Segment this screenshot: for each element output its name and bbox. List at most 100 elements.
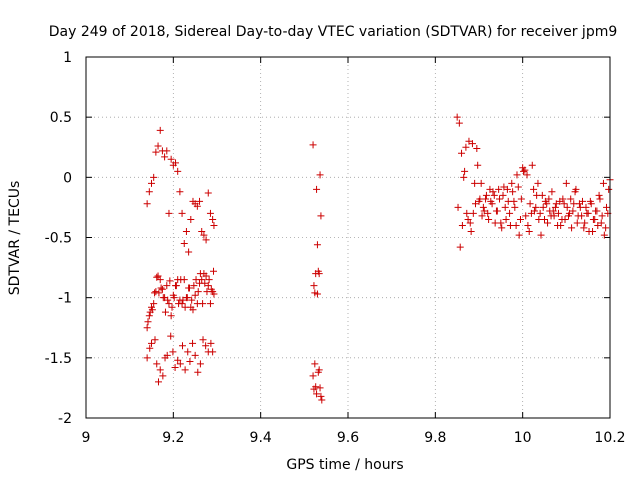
data-point [188,296,196,304]
data-point [530,207,538,215]
data-point [174,356,182,364]
data-point [455,119,463,127]
data-point [499,191,507,199]
y-tick-label: -1.5 [45,351,72,367]
data-point [557,221,565,229]
data-point [192,276,200,284]
data-point [508,179,516,187]
data-point [154,142,162,150]
data-point [148,179,155,187]
data-point [206,209,214,217]
data-point [146,344,154,352]
data-point [541,197,549,205]
data-point [596,195,604,203]
data-point [458,221,466,229]
data-point [193,202,201,210]
data-point [153,273,161,281]
data-point [174,167,182,175]
data-point [180,240,188,248]
data-point [203,288,211,296]
data-point [313,290,321,298]
data-point [209,348,217,356]
data-point [489,188,497,196]
data-point [506,221,514,229]
data-point [313,390,321,398]
data-point [509,188,517,196]
y-tick-label: -2 [58,411,72,427]
data-point [572,185,580,193]
data-point [317,392,325,400]
data-point [473,144,481,152]
data-point [156,126,164,134]
x-tick-label: 9.6 [337,430,359,446]
data-point [485,215,493,223]
data-point [199,336,207,344]
data-point [594,221,602,229]
data-point [175,300,183,308]
data-point [318,396,326,404]
data-point [583,209,591,217]
data-point [313,185,321,193]
data-point [206,300,214,308]
data-point [207,339,215,347]
data-point [466,219,474,227]
data-point [574,212,582,220]
data-point [565,209,573,217]
data-point [477,179,485,187]
data-point [506,209,514,217]
data-point [164,296,172,304]
data-point [313,241,321,249]
data-point [207,285,215,293]
data-point [589,215,597,223]
x-tick-label: 10 [514,430,532,446]
data-point [161,308,169,316]
data-point [561,215,569,223]
data-point [183,294,191,302]
data-point [463,209,471,217]
data-point [460,173,468,181]
data-point [490,191,498,199]
data-point [453,113,461,121]
data-point [145,188,153,196]
data-point [598,212,606,220]
axis-ticks [85,56,611,419]
data-point [185,284,193,292]
data-point [592,207,600,215]
data-point [522,212,530,220]
data-point [478,212,486,220]
data-point [525,227,533,235]
data-point [202,272,210,280]
data-point [144,318,152,326]
data-point [155,289,163,297]
data-point [482,191,490,199]
data-point [559,195,567,203]
data-point [210,267,218,275]
data-point [181,366,189,374]
data-point [552,200,560,208]
data-point [476,195,484,203]
data-point [165,209,173,217]
data-point [204,189,212,197]
data-point [535,215,543,223]
data-point [148,339,155,347]
data-point [528,161,536,169]
data-point [179,296,187,304]
data-point [523,171,531,179]
data-point [551,203,559,211]
data-point [199,300,207,308]
data-point [161,153,169,161]
data-point [520,167,528,175]
data-point [150,173,158,181]
data-point [495,185,503,193]
data-point [167,312,175,320]
data-point [516,215,524,223]
data-point [587,200,595,208]
data-point [181,303,189,311]
data-point [602,224,610,232]
data-point [550,212,558,220]
data-point [513,171,521,179]
data-point [159,294,167,302]
data-point [517,195,525,203]
data-point [202,342,210,350]
data-point [176,360,184,368]
